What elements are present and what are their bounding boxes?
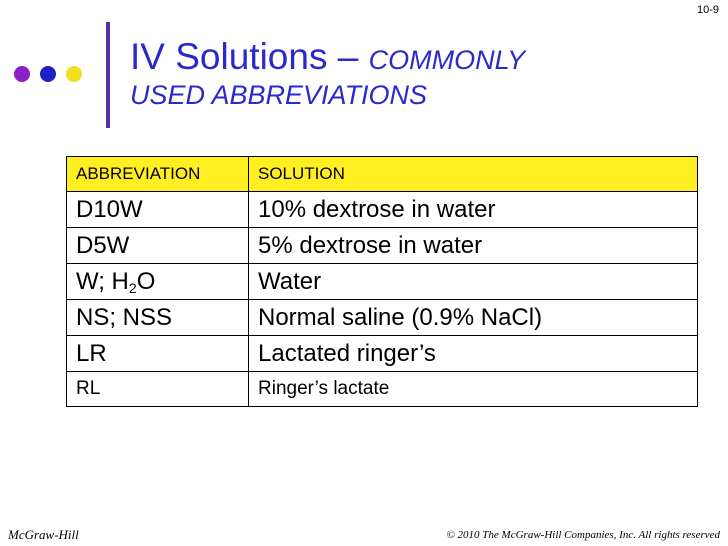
table-row: RL Ringer’s lactate: [66, 371, 698, 407]
column-header-abbreviation: ABBREVIATION: [66, 156, 249, 192]
solution-cell: Ringer’s lactate: [248, 371, 698, 407]
title-accent-bar: [106, 22, 110, 128]
abbreviation-cell: LR: [66, 335, 249, 372]
solution-cell: 10% dextrose in water: [248, 191, 698, 228]
abbreviations-table: ABBREVIATION SOLUTION D10W 10% dextrose …: [66, 156, 698, 407]
copyright-notice: © 2010 The McGraw-Hill Companies, Inc. A…: [446, 529, 720, 541]
publisher-label: McGraw-Hill: [8, 527, 79, 542]
title-sub-line2: USED ABBREVIATIONS: [130, 80, 428, 110]
column-header-solution: SOLUTION: [248, 156, 698, 192]
solution-cell: Normal saline (0.9% NaCl): [248, 299, 698, 336]
solution-cell: 5% dextrose in water: [248, 227, 698, 264]
title-main: IV Solutions –: [130, 36, 369, 77]
abbreviation-cell: NS; NSS: [66, 299, 249, 336]
title-sub-line1: COMMONLY: [368, 45, 526, 75]
purple-dot-icon: [14, 66, 30, 82]
table-header-row: ABBREVIATION SOLUTION: [66, 156, 698, 192]
abbreviation-text: W; H: [76, 267, 129, 295]
abbreviation-cell: D5W: [66, 227, 249, 264]
blue-dot-icon: [40, 66, 56, 82]
table-row: NS; NSS Normal saline (0.9% NaCl): [66, 299, 698, 336]
yellow-dot-icon: [66, 66, 82, 82]
solution-cell: Water: [248, 263, 698, 300]
slide-title: IV Solutions – COMMONLY USED ABBREVIATIO…: [130, 36, 525, 111]
abbreviation-cell: W; H2O: [66, 263, 249, 300]
abbreviation-cell: D10W: [66, 191, 249, 228]
subscript-text: 2: [128, 279, 137, 296]
table-row: W; H2O Water: [66, 263, 698, 300]
abbreviation-text-end: O: [136, 267, 156, 295]
slide-number: 10-9: [696, 4, 719, 16]
table-row: D5W 5% dextrose in water: [66, 227, 698, 264]
abbreviation-cell: RL: [66, 371, 249, 407]
table-row: D10W 10% dextrose in water: [66, 191, 698, 228]
solution-cell: Lactated ringer’s: [248, 335, 698, 372]
table-row: LR Lactated ringer’s: [66, 335, 698, 372]
